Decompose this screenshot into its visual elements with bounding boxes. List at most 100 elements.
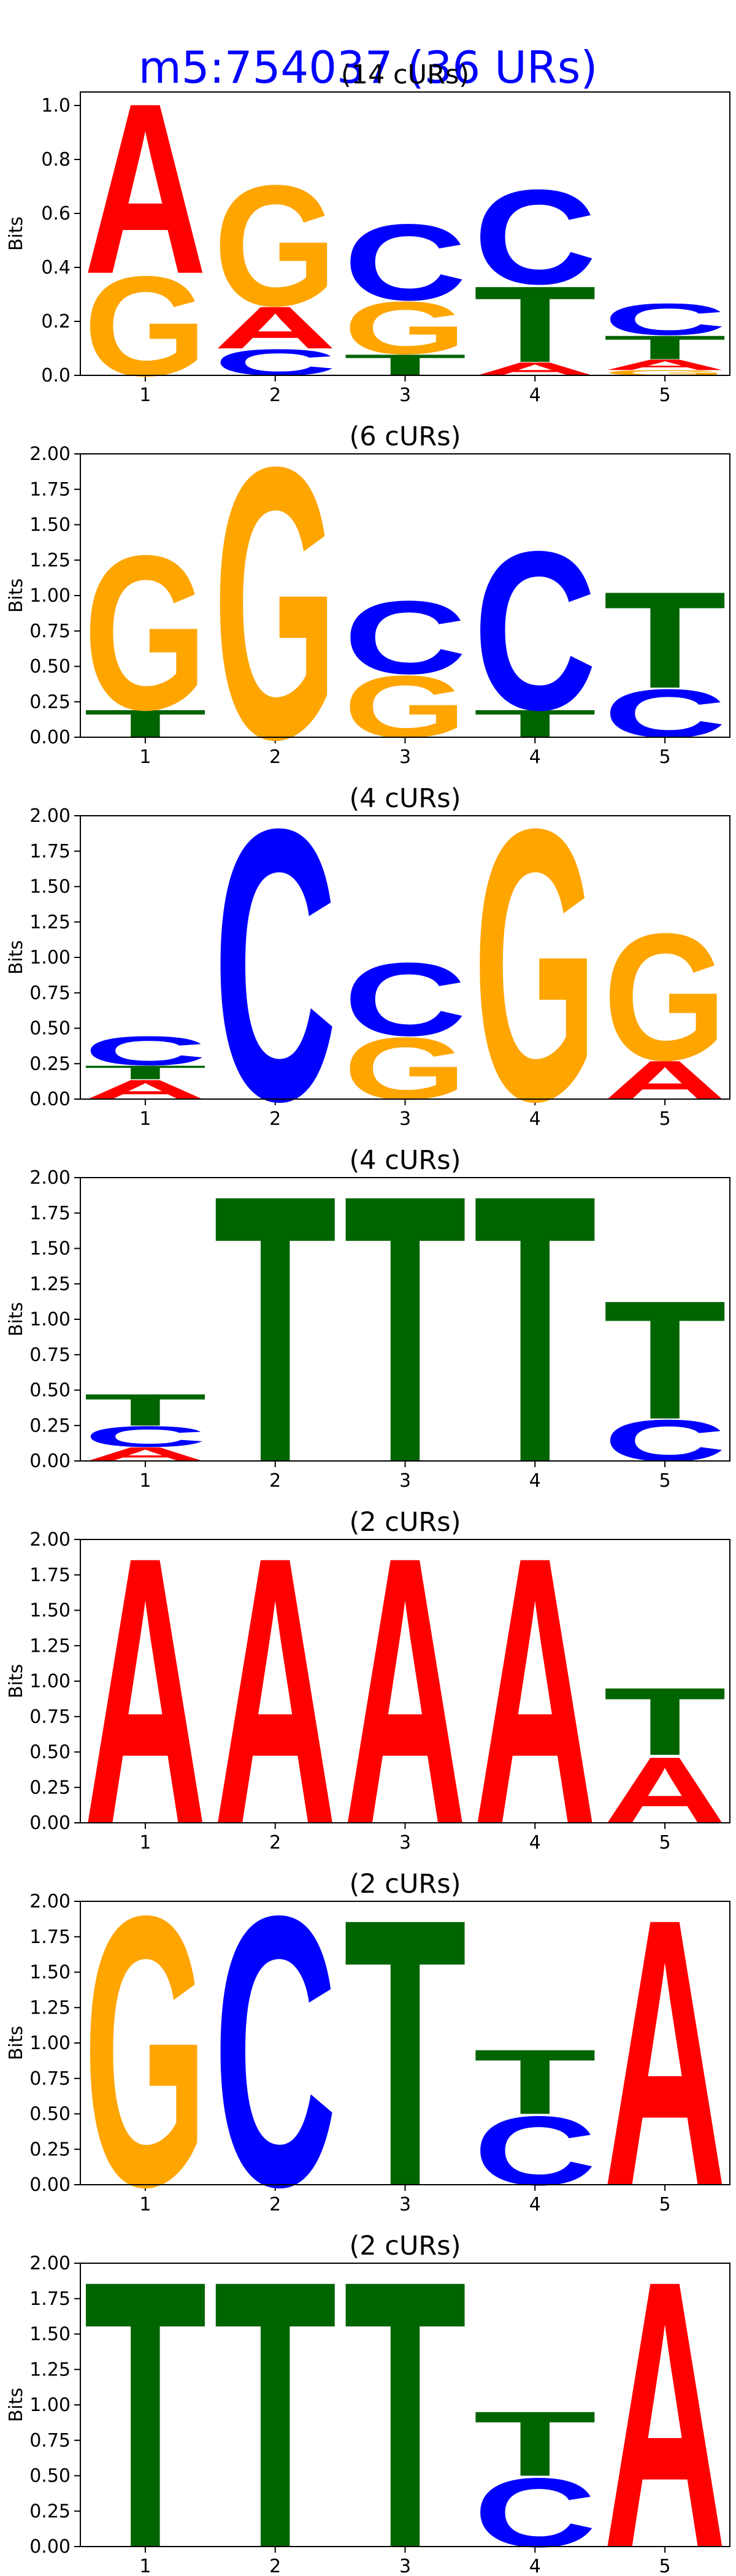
logo-letter: A <box>213 294 337 361</box>
logo-letter: T <box>343 1839 467 2266</box>
logo-letter: T <box>83 702 207 746</box>
logo-letter: T <box>603 329 726 367</box>
x-tick-label: 2 <box>269 2194 281 2215</box>
logo-letter: C <box>473 162 597 313</box>
y-axis-label: Bits <box>6 1664 27 1698</box>
y-tick-label: 1.75 <box>29 841 71 862</box>
y-tick-label: 0.25 <box>29 691 71 713</box>
logo-letter: T <box>83 1384 207 1435</box>
logo-letter: A <box>473 1478 597 1904</box>
y-tick-label: 0.75 <box>29 2068 71 2090</box>
y-tick-label: 0.50 <box>29 656 71 678</box>
y-tick-label: 1.25 <box>29 1273 71 1295</box>
x-tick-label: 5 <box>659 746 671 768</box>
logo-letter: A <box>213 1478 337 1904</box>
y-tick-label: 1.00 <box>29 1309 71 1330</box>
logo-letter: T <box>213 1116 337 1542</box>
x-tick-label: 4 <box>529 2194 541 2215</box>
y-tick-label: 2.00 <box>29 1529 71 1551</box>
logo-letter: C <box>213 748 337 1181</box>
logo-panel: (14 cURs)Bits0.00.20.40.60.81.01GA2CAG3T… <box>6 53 730 406</box>
logo-letter: C <box>473 2458 597 2568</box>
y-tick-label: 0.50 <box>29 2466 71 2487</box>
logo-letter: C <box>213 1836 337 2267</box>
logo-letter: T <box>473 702 597 746</box>
logo-panel: (2 cURs) Bits 0.00 0.25 0.50 0.75 1.00 1.25 1.50… <box>6 1836 730 2267</box>
logo-letter: C <box>343 579 467 696</box>
x-tick-label: 5 <box>659 2556 671 2576</box>
logo-panel: (2 cURs) Bits 0.00 0.25 0.50 0.75 1.00 1.25 1.50… <box>6 1478 730 1904</box>
logo-letter: T <box>83 1062 207 1084</box>
logo-panel: (4 cURs) Bits 0.00 0.25 0.50 0.75 1.00 1.25 1.50… <box>6 1116 730 1543</box>
y-tick-label: 1.75 <box>29 1203 71 1224</box>
x-tick-label: 2 <box>269 746 281 768</box>
y-tick-label: 0.50 <box>29 1742 71 1763</box>
x-tick-label: 5 <box>659 385 671 406</box>
y-tick-label: 0.4 <box>41 257 71 278</box>
x-tick-label: 5 <box>659 1832 671 1853</box>
y-tick-label: 0.50 <box>29 1018 71 1040</box>
x-tick-label: 1 <box>139 2556 151 2576</box>
logo-letter: C <box>213 342 337 384</box>
x-tick-label: 3 <box>399 1108 411 1130</box>
y-tick-label: 1.0 <box>41 95 71 117</box>
logo-letter: A <box>83 1478 207 1904</box>
logo-letter: T <box>473 1116 597 1542</box>
panel-subtitle: (6 cURs) <box>350 421 461 452</box>
y-tick-label: 1.25 <box>29 1997 71 2018</box>
logo-letter: T <box>473 2393 597 2496</box>
panel-subtitle: (4 cURs) <box>350 1145 461 1176</box>
y-tick-label: 2.00 <box>29 443 71 465</box>
y-axis-label: Bits <box>6 2026 27 2060</box>
logo-letter: T <box>473 2031 597 2134</box>
x-tick-label: 5 <box>659 1470 671 1492</box>
y-tick-label: 2.00 <box>29 2253 71 2274</box>
y-tick-label: 1.50 <box>29 2324 71 2345</box>
y-tick-label: 2.00 <box>29 805 71 827</box>
y-tick-label: 0.25 <box>29 1053 71 1075</box>
x-tick-label: 1 <box>139 1470 151 1492</box>
y-tick-label: 0.2 <box>41 311 71 332</box>
y-axis-label: Bits <box>6 1302 27 1336</box>
logo-letter: T <box>343 348 467 382</box>
logo-letter: A <box>603 1737 726 1843</box>
y-tick-label: 0.75 <box>29 621 71 642</box>
logo-letter: T <box>603 563 726 717</box>
logo-letter: G <box>83 1836 207 2267</box>
y-tick-label: 0.50 <box>29 1380 71 1401</box>
panel-subtitle: (2 cURs) <box>350 1507 461 1538</box>
logo-letter: C <box>83 1029 207 1075</box>
figure-title: m5:754037 (36 URs) <box>139 42 598 93</box>
logo-letter: G <box>213 149 337 342</box>
x-tick-label: 2 <box>269 1832 281 1853</box>
x-tick-label: 2 <box>269 1470 281 1492</box>
x-tick-label: 2 <box>269 1108 281 1130</box>
axes-frame <box>80 2263 730 2547</box>
logo-letter: G <box>343 1020 467 1118</box>
x-tick-label: 4 <box>529 2556 541 2576</box>
panel-subtitle: (2 cURs) <box>350 1869 461 1899</box>
axes-frame <box>80 1901 730 2185</box>
y-tick-label: 0.25 <box>29 1777 71 1798</box>
y-tick-label: 0.25 <box>29 2501 71 2522</box>
y-tick-label: 1.25 <box>29 2359 71 2380</box>
y-tick-label: 2.00 <box>29 1167 71 1189</box>
y-tick-label: 1.00 <box>29 2394 71 2416</box>
logo-letter: G <box>473 748 597 1181</box>
logo-letter: A <box>83 1075 207 1105</box>
logo-letter: G <box>343 658 467 756</box>
logo-panel: (2 cURs) Bits 0.00 0.25 0.50 0.75 1.00 1.25 1.50… <box>6 2201 730 2576</box>
logo-panel: (6 cURs) Bits 0.00 0.25 0.50 0.75 1.00 1.25 1.50… <box>6 386 730 819</box>
logo-letter: G <box>83 509 207 756</box>
logo-letter: G <box>83 247 207 406</box>
logo-letter: C <box>343 941 467 1057</box>
logo-letter: C <box>343 202 467 323</box>
y-tick-label: 0.0 <box>41 365 71 386</box>
y-tick-label: 0.75 <box>29 1344 71 1366</box>
y-tick-label: 1.00 <box>29 1671 71 1692</box>
axes-frame <box>80 1177 730 1462</box>
x-tick-label: 2 <box>269 2556 281 2576</box>
x-tick-label: 3 <box>399 1470 411 1492</box>
y-tick-label: 1.75 <box>29 1926 71 1948</box>
x-tick-label: 1 <box>139 1108 151 1130</box>
